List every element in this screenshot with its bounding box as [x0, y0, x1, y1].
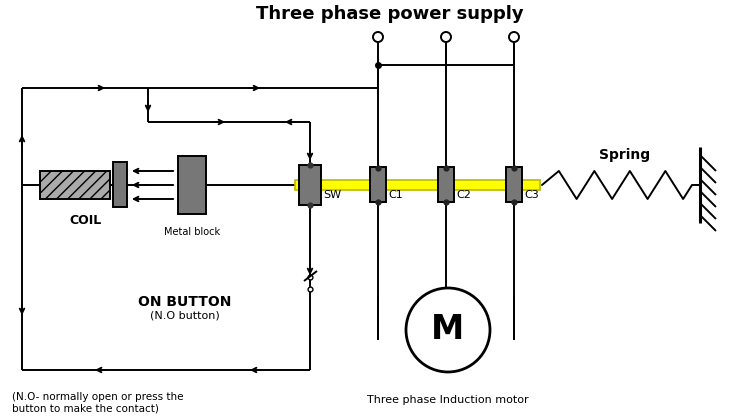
- Text: C3: C3: [524, 190, 538, 200]
- Bar: [299, 165, 321, 205]
- Text: SW: SW: [323, 190, 341, 200]
- Text: C1: C1: [388, 190, 403, 200]
- Bar: [438, 167, 454, 202]
- Text: Spring: Spring: [599, 148, 650, 162]
- Bar: [113, 162, 127, 207]
- Text: (N.O- normally open or press the
button to make the contact): (N.O- normally open or press the button …: [12, 392, 184, 414]
- Text: (N.O button): (N.O button): [150, 311, 220, 321]
- Text: ON BUTTON: ON BUTTON: [138, 295, 232, 309]
- Circle shape: [406, 288, 490, 372]
- Text: C2: C2: [456, 190, 471, 200]
- Text: M: M: [431, 314, 464, 347]
- Bar: [40, 171, 110, 199]
- Text: Three phase power supply: Three phase power supply: [256, 5, 524, 23]
- Text: Metal block: Metal block: [164, 227, 220, 237]
- Bar: [295, 180, 540, 190]
- Text: COIL: COIL: [69, 214, 101, 228]
- Bar: [178, 156, 206, 214]
- Bar: [506, 167, 522, 202]
- Bar: [370, 167, 386, 202]
- Text: Three phase Induction motor: Three phase Induction motor: [368, 395, 529, 405]
